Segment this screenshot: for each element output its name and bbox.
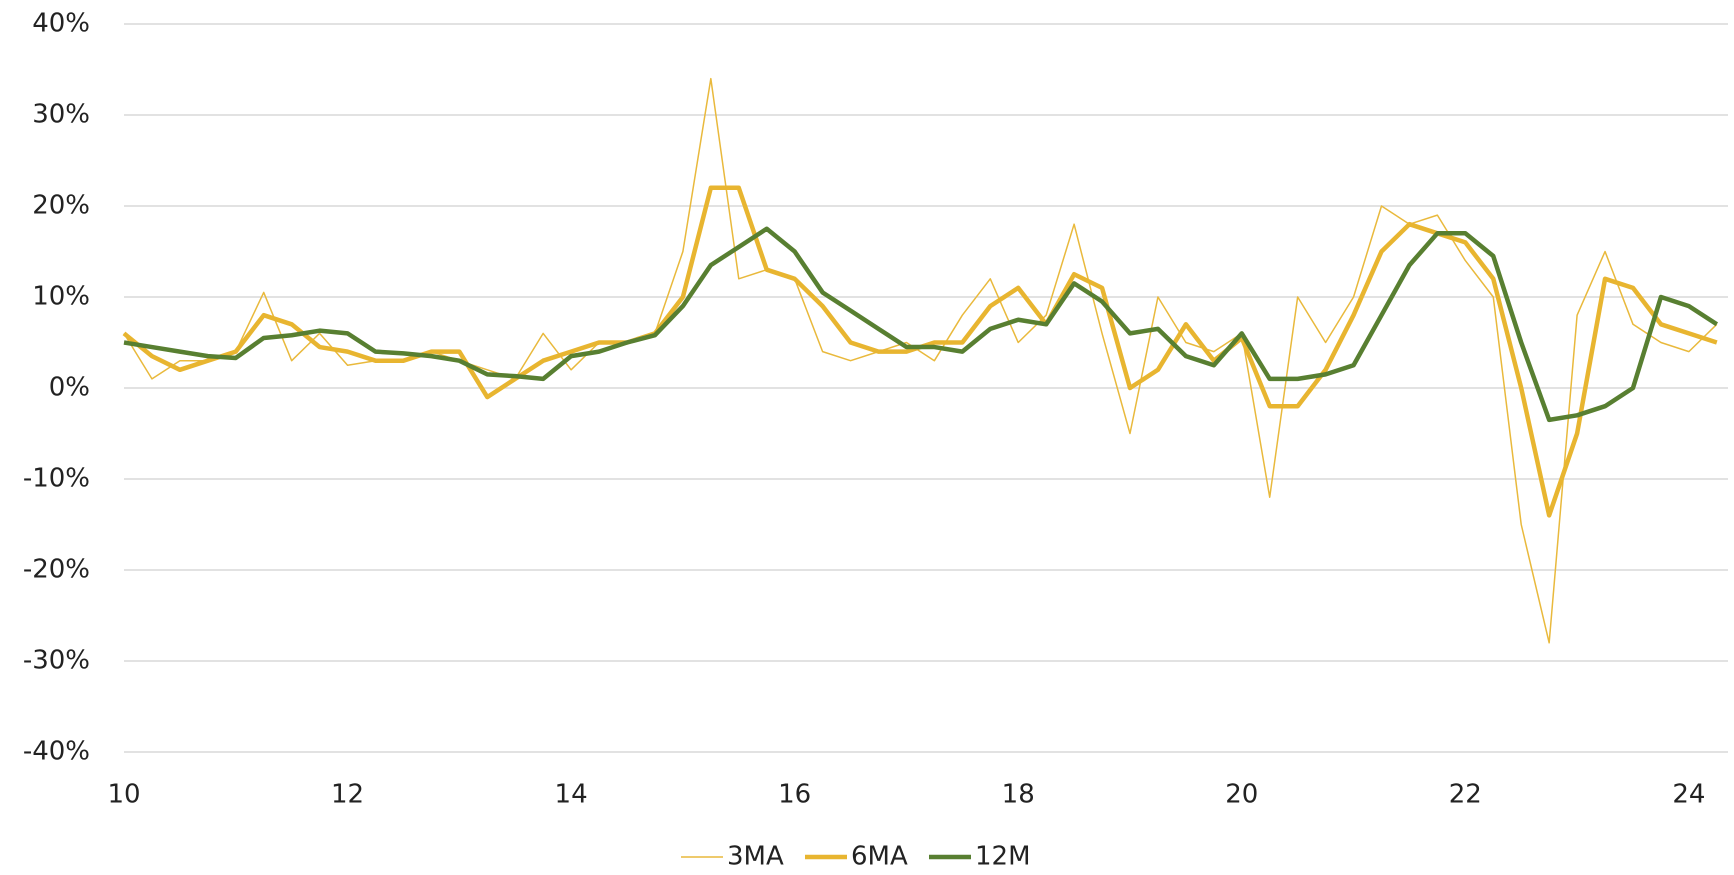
x-tick-label: 24 xyxy=(1672,780,1705,810)
x-tick-label: 10 xyxy=(107,780,140,810)
x-tick-label: 12 xyxy=(331,780,364,810)
y-tick-label: 20% xyxy=(32,191,90,221)
x-tick-label: 22 xyxy=(1449,780,1482,810)
y-tick-label: -20% xyxy=(23,555,90,585)
y-tick-label: -30% xyxy=(23,646,90,676)
series-line xyxy=(123,77,1718,644)
y-tick-label: 40% xyxy=(32,9,90,39)
x-tick-label: 18 xyxy=(1002,780,1035,810)
series-line xyxy=(123,226,1719,423)
x-tick-label: 14 xyxy=(555,780,588,810)
legend-label: 3MA xyxy=(727,842,784,872)
legend-label: 12M xyxy=(975,842,1031,872)
y-tick-label: 0% xyxy=(49,373,90,403)
y-tick-label: -10% xyxy=(23,464,90,494)
legend-label: 6MA xyxy=(851,842,908,872)
y-tick-label: -40% xyxy=(23,737,90,767)
y-tick-label: 10% xyxy=(32,282,90,312)
y-tick-label: 30% xyxy=(32,100,90,130)
x-tick-label: 16 xyxy=(778,780,811,810)
x-tick-label: 20 xyxy=(1225,780,1258,810)
